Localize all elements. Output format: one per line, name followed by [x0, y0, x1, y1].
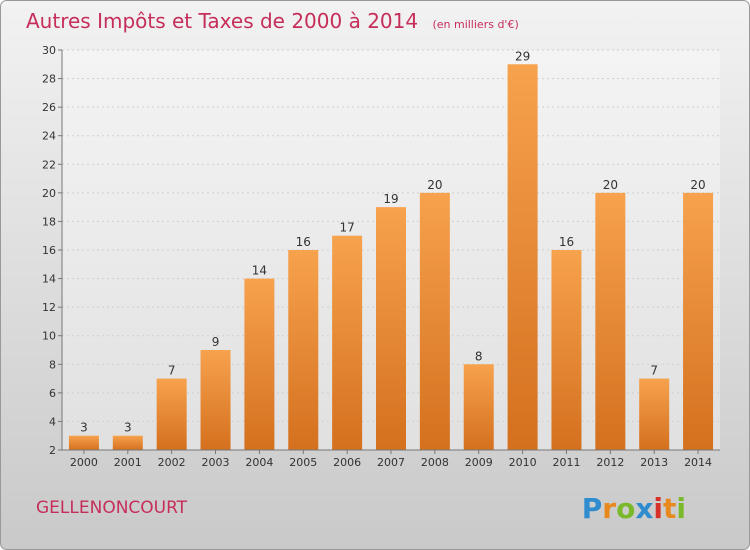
bar-2007	[376, 207, 406, 450]
y-tick-label: 22	[42, 158, 56, 171]
bar-2008	[419, 192, 450, 450]
x-tick-label: 2008	[421, 456, 449, 469]
data-label-2005: 16	[296, 235, 311, 249]
y-tick-label: 24	[42, 130, 56, 143]
x-tick-label: 2005	[289, 456, 317, 469]
x-tick-label: 2011	[552, 456, 580, 469]
y-tick-label: 4	[49, 415, 56, 428]
brand-letter: t	[663, 492, 676, 525]
x-tick-label: 2006	[333, 456, 361, 469]
bar-2011	[551, 250, 582, 450]
bar-2010	[507, 64, 538, 451]
brand-letter: x	[635, 492, 653, 525]
brand-letter: P	[582, 492, 603, 525]
bar-2004	[244, 278, 275, 450]
data-label-2003: 9	[212, 335, 220, 349]
x-tick-label: 2014	[684, 456, 712, 469]
y-tick-label: 18	[42, 215, 56, 228]
data-label-2012: 20	[603, 178, 618, 192]
data-label-2000: 3	[80, 421, 88, 435]
chart-title-main: Autres Impôts et Taxes de 2000 à 2014	[26, 9, 418, 33]
brand-letter: o	[616, 492, 635, 525]
data-label-2008: 20	[427, 178, 442, 192]
x-tick-label: 2007	[377, 456, 405, 469]
y-tick-label: 6	[49, 387, 56, 400]
bars: 3 3 7 9 14 16 17 19 20 8 29 16 20 7 20	[68, 49, 714, 451]
chart-title: Autres Impôts et Taxes de 2000 à 2014 (e…	[26, 9, 519, 33]
bar-2012	[595, 192, 626, 450]
bar-2000	[68, 435, 99, 450]
x-tick-label: 2001	[114, 456, 142, 469]
y-tick-label: 28	[42, 73, 56, 86]
brand-letter: i	[676, 492, 686, 525]
y-tick-label: 14	[42, 273, 56, 286]
x-tick-label: 2002	[158, 456, 186, 469]
bar-2005	[288, 250, 319, 450]
bar-2003	[200, 350, 231, 450]
x-tick-label: 2013	[640, 456, 668, 469]
data-label-2014: 20	[690, 178, 705, 192]
commune-name: GELLENONCOURT	[36, 498, 188, 518]
y-tick-label: 8	[49, 358, 56, 371]
y-tick-label: 12	[42, 301, 56, 314]
x-axis-ticks: 2000 2001 2002 2003 2004 2005 2006 2007 2008 2009…	[70, 450, 712, 469]
y-tick-label: 30	[42, 44, 56, 57]
data-label-2007: 19	[383, 192, 398, 206]
data-label-2013: 7	[650, 364, 658, 378]
data-label-2011: 16	[559, 235, 574, 249]
brand-letter: i	[653, 492, 663, 525]
y-tick-label: 10	[42, 330, 56, 343]
x-tick-label: 2000	[70, 456, 98, 469]
bar-2014	[683, 192, 714, 450]
y-tick-label: 2	[49, 444, 56, 457]
chart-title-unit: (en milliers d'€)	[432, 18, 518, 31]
bar-2009	[463, 364, 494, 450]
x-tick-label: 2012	[596, 456, 624, 469]
bar-2006	[332, 235, 363, 450]
x-tick-label: 2003	[202, 456, 230, 469]
x-tick-label: 2010	[509, 456, 537, 469]
y-tick-label: 20	[42, 187, 56, 200]
bar-2002	[156, 378, 187, 450]
y-tick-label: 16	[42, 244, 56, 257]
bar-2001	[112, 435, 143, 450]
data-label-2006: 17	[339, 221, 354, 235]
proxiti-logo: Proxiti	[582, 492, 686, 525]
x-tick-label: 2009	[465, 456, 493, 469]
brand-letter: r	[602, 492, 616, 525]
data-label-2001: 3	[124, 421, 132, 435]
y-tick-label: 26	[42, 101, 56, 114]
data-label-2009: 8	[475, 349, 483, 363]
data-label-2004: 14	[252, 264, 267, 278]
x-tick-label: 2004	[245, 456, 273, 469]
data-label-2010: 29	[515, 49, 530, 63]
svg-text:Proxiti: Proxiti	[582, 492, 686, 525]
bar-2013	[639, 378, 670, 450]
data-label-2002: 7	[168, 364, 176, 378]
